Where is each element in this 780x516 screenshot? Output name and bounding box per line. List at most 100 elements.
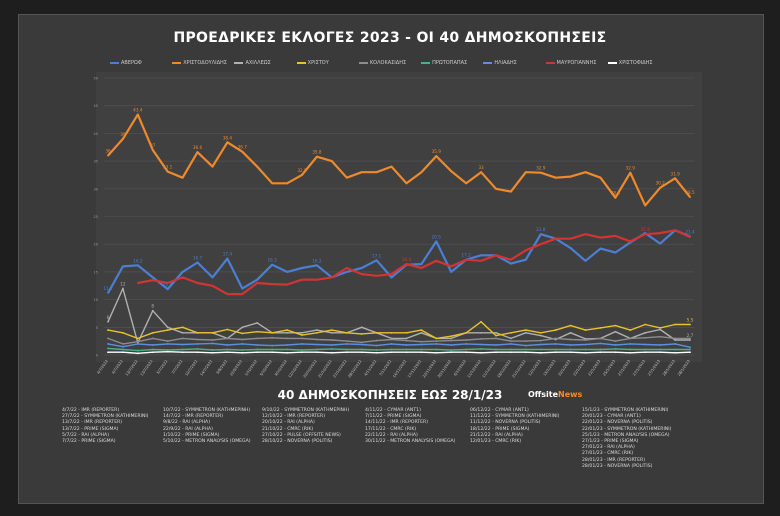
- legend-swatch: [234, 61, 244, 64]
- poll-entry: 12/01/23 - CMRC (RIK): [470, 438, 522, 444]
- data-point: [316, 351, 318, 354]
- data-point: [495, 334, 497, 337]
- y-tick-label: 15: [94, 270, 98, 274]
- data-point: [151, 337, 154, 340]
- data-point: [301, 334, 303, 336]
- data-label: 36.6: [193, 145, 203, 150]
- data-point: [599, 326, 602, 329]
- data-point: [405, 339, 408, 342]
- data-point: [286, 271, 288, 273]
- data-point: [689, 196, 691, 199]
- poll-entry: 27/1/23 - PRIME (SIGMA): [582, 438, 639, 444]
- poll-entry: 5/10/22 - METRON ANALYSIS (OMEGA): [163, 438, 251, 444]
- data-point: [644, 351, 647, 354]
- data-point: [465, 343, 468, 345]
- data-point: [435, 337, 438, 340]
- data-point: [510, 348, 512, 351]
- data-point: [330, 276, 333, 279]
- data-point: [569, 351, 572, 354]
- data-point: [136, 337, 139, 340]
- x-tick-label: 17/11/2022: [407, 359, 422, 378]
- data-point: [420, 263, 423, 266]
- data-point: [524, 171, 527, 174]
- x-tick-label: 12/10/2022: [288, 359, 303, 378]
- series-line: [137, 229, 691, 296]
- data-point: [122, 287, 124, 290]
- data-point: [659, 232, 662, 235]
- poll-entry: 4/11/22 - CYMAR (ΑΝΤ1): [365, 408, 421, 413]
- data-point: [390, 338, 393, 341]
- poll-entry: 11/12/22 - NOVERNA (POLITIS): [470, 420, 541, 426]
- data-point: [629, 351, 632, 354]
- data-point: [539, 334, 542, 337]
- data-point: [166, 288, 169, 290]
- data-point: [122, 345, 124, 348]
- data-point: [271, 348, 274, 351]
- data-point: [390, 343, 393, 345]
- data-point: [689, 339, 691, 341]
- series-line: [107, 342, 691, 348]
- data-point: [584, 329, 587, 331]
- poll-column: 4/11/22 - CYMAR (ΑΝΤ1) 7/11/22 - PRIME (S…: [365, 408, 455, 445]
- data-point: [569, 237, 572, 240]
- poll-column: 9/10/22 - SYMMETRON (ΚΑΤΗΜΕΡΙΝΗ) 12/10/22…: [262, 408, 349, 445]
- data-point: [226, 337, 229, 340]
- data-point: [107, 320, 109, 323]
- data-point: [301, 174, 303, 176]
- data-point: [375, 349, 378, 351]
- poll-entry: 10/7/22 - SYMMETRON (ΚΑΤΗΜΕΡΙΝΗ): [163, 408, 251, 413]
- data-point: [107, 329, 109, 331]
- data-point: [301, 331, 303, 334]
- poll-entry: 14/7/22 - IMR (REPORTER): [163, 414, 224, 420]
- data-point: [122, 138, 124, 140]
- data-label: 37: [150, 143, 156, 148]
- data-point: [644, 348, 647, 351]
- data-label: 11.2: [103, 286, 113, 291]
- data-point: [316, 278, 318, 281]
- data-point: [674, 177, 676, 180]
- data-point: [629, 240, 632, 243]
- data-point: [465, 351, 468, 354]
- data-point: [450, 349, 453, 351]
- data-point: [390, 351, 393, 354]
- poll-entry: 5/7/22 - RAI (ALPHA): [62, 432, 109, 438]
- data-point: [375, 351, 378, 354]
- data-point: [241, 326, 244, 329]
- data-point: [614, 251, 617, 254]
- data-point: [375, 331, 378, 334]
- legend-item: ΜΑΥΡΟΓΙΑΝΝΗΣ: [545, 60, 596, 66]
- poll-column: 10/7/22 - SYMMETRON (ΚΑΤΗΜΕΡΙΝΗ) 14/7/22 …: [163, 408, 251, 445]
- data-point: [151, 344, 154, 346]
- data-point: [136, 352, 139, 355]
- data-label: 36.7: [238, 145, 248, 150]
- poll-entry: 12/10/22 - IMR (REPORTER): [262, 414, 326, 420]
- data-point: [524, 331, 527, 334]
- data-point: [211, 284, 214, 287]
- data-point: [345, 340, 348, 343]
- data-point: [330, 344, 333, 346]
- data-point: [495, 187, 497, 190]
- poll-entry: 22/11/22 - RAI (ALPHA): [365, 432, 418, 438]
- poll-entry: 27/10/22 - PULSE (OFFSITE NEWS): [262, 432, 341, 438]
- legend-item: ΗΛΙΑΔΗΣ: [483, 60, 517, 66]
- data-point: [689, 323, 691, 326]
- data-point: [360, 326, 363, 329]
- data-point: [345, 331, 348, 334]
- data-point: [196, 351, 199, 354]
- data-point: [539, 339, 542, 342]
- data-point: [584, 233, 587, 236]
- poll-entry: 9/10/22 - SYMMETRON (ΚΑΤΗΜΕΡΙΝΗ): [262, 408, 350, 413]
- data-point: [510, 340, 512, 343]
- legend-swatch: [421, 61, 431, 64]
- data-point: [345, 343, 348, 345]
- data-point: [271, 283, 274, 285]
- data-point: [360, 351, 363, 354]
- poll-entry: 28/01/23 - IMR (REPORTER): [582, 457, 646, 463]
- data-point: [107, 343, 109, 345]
- y-tick-label: 40: [94, 132, 98, 136]
- data-point: [151, 149, 154, 151]
- data-point: [226, 344, 229, 346]
- data-point: [674, 323, 676, 326]
- y-tick-label: 35: [94, 160, 98, 164]
- data-label: 16.2: [133, 258, 143, 263]
